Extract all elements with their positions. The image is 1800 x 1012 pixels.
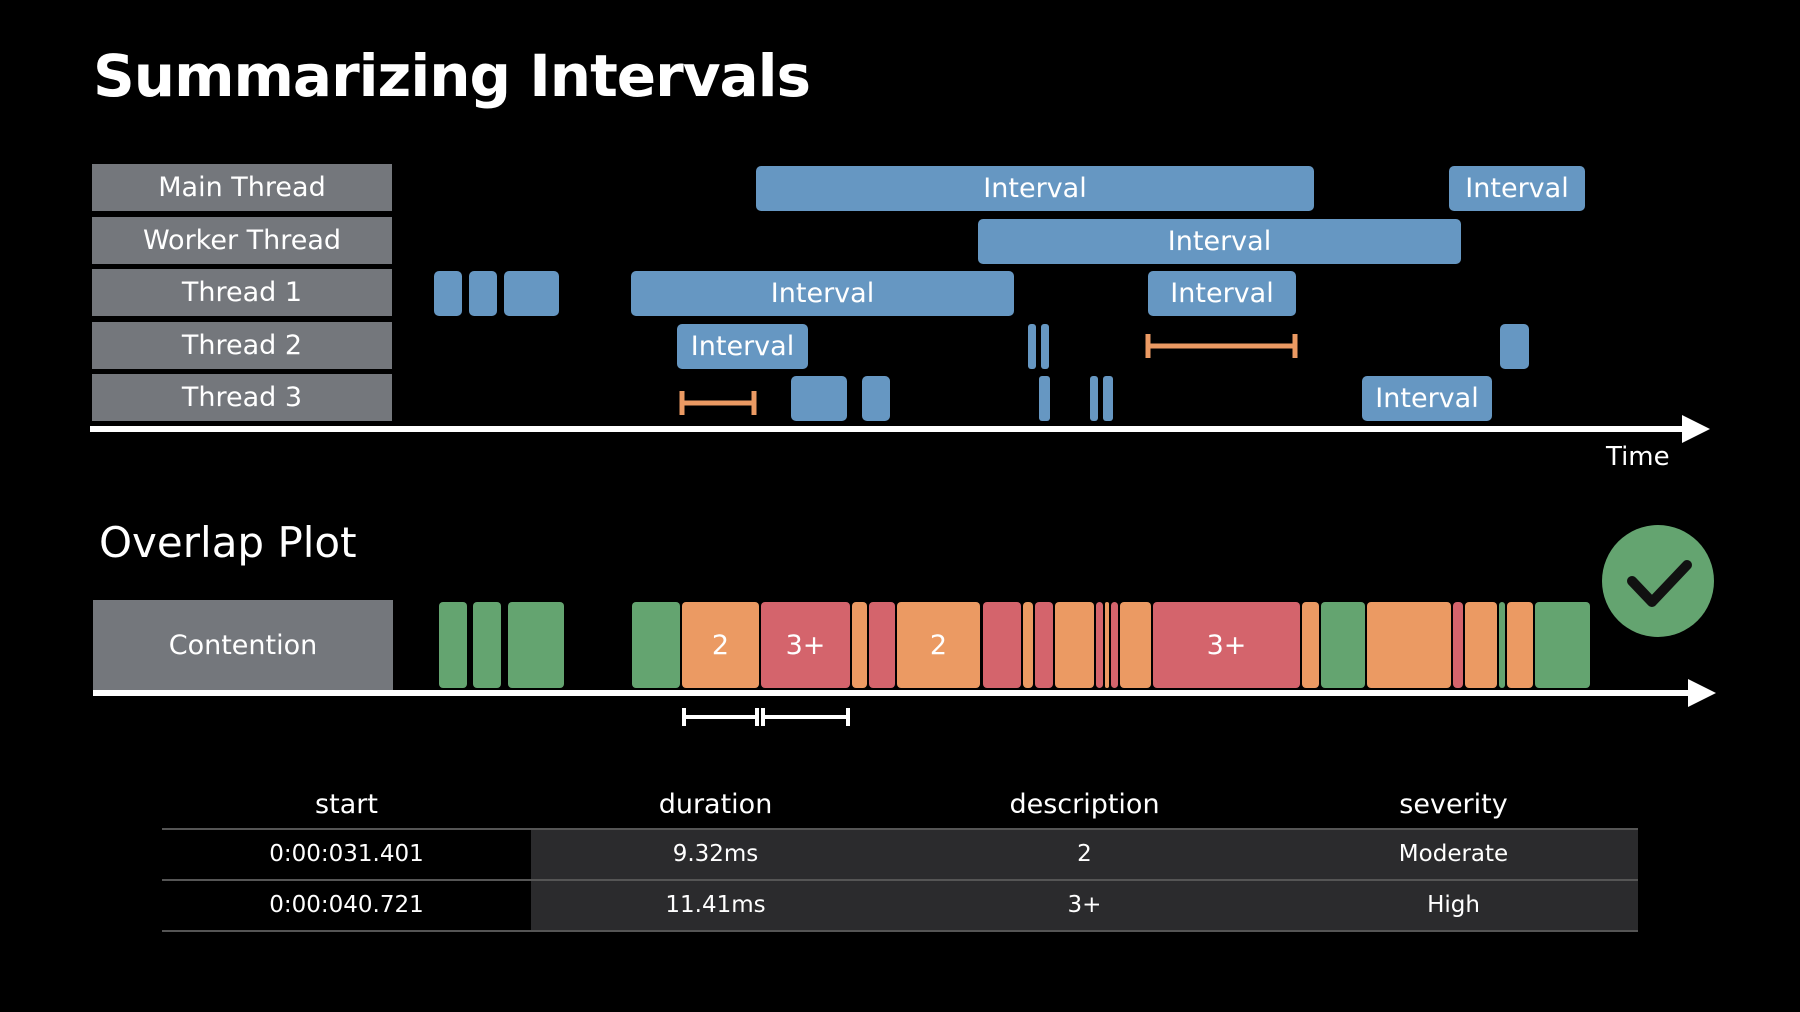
table-row: 0:00:031.401 9.32ms 2 Moderate <box>162 830 1638 881</box>
span-marker-thread-2 <box>1145 334 1298 358</box>
lane-label-thread-1: Thread 1 <box>92 269 392 316</box>
overlap-segment <box>1096 602 1103 688</box>
interval-bar: Interval <box>1362 376 1492 421</box>
interval-bar: Interval <box>978 219 1461 264</box>
overlap-segment: 3+ <box>761 602 850 688</box>
cell-description: 3+ <box>900 881 1269 930</box>
cell-duration: 9.32ms <box>531 830 900 879</box>
column-header-start: start <box>315 789 378 820</box>
table-header: start duration description severity <box>162 782 1638 830</box>
overlap-segment <box>1507 602 1533 688</box>
overlap-segment <box>1367 602 1451 688</box>
span-marker-thread-3 <box>679 391 757 415</box>
contention-lane-label: Contention <box>93 600 393 690</box>
table-row: 0:00:040.721 11.41ms 3+ High <box>162 881 1638 932</box>
cell-description: 2 <box>900 830 1269 879</box>
overlap-segment <box>1535 602 1590 688</box>
time-axis <box>90 426 1690 432</box>
overlap-segment <box>983 602 1021 688</box>
time-axis-arrow-icon <box>1682 415 1710 443</box>
overlap-segment: 3+ <box>1153 602 1300 688</box>
overlap-segment <box>869 602 895 688</box>
overlap-segment <box>1111 602 1118 688</box>
lane-label-worker-thread: Worker Thread <box>92 217 392 264</box>
lane-label-thread-3: Thread 3 <box>92 374 392 421</box>
interval-block <box>504 271 559 316</box>
overlap-segment <box>1321 602 1365 688</box>
interval-block <box>1039 376 1050 421</box>
time-axis-label: Time <box>1606 442 1670 472</box>
interval-block <box>1090 376 1098 421</box>
overlap-segment <box>1499 602 1505 688</box>
cell-duration: 11.41ms <box>531 881 900 930</box>
column-header-duration: duration <box>658 789 773 820</box>
interval-bar: Interval <box>677 324 808 369</box>
overlap-segment <box>1105 602 1109 688</box>
check-badge <box>1602 525 1714 637</box>
overlap-segment <box>1465 602 1497 688</box>
interval-bar: Interval <box>1148 271 1296 316</box>
overlap-segment <box>439 602 467 688</box>
interval-block <box>1028 324 1036 369</box>
overlap-axis-arrow-icon <box>1688 679 1716 707</box>
overlap-segment: 2 <box>682 602 759 688</box>
overlap-segment <box>1120 602 1151 688</box>
interval-block <box>1041 324 1049 369</box>
overlap-segment <box>852 602 867 688</box>
lane-label-thread-2: Thread 2 <box>92 322 392 369</box>
interval-block <box>434 271 462 316</box>
duration-brackets <box>682 708 850 726</box>
column-header-severity: severity <box>1399 789 1508 820</box>
overlap-segment <box>1055 602 1094 688</box>
overlap-segment <box>1453 602 1463 688</box>
overlap-segment <box>508 602 564 688</box>
interval-bar: Interval <box>631 271 1014 316</box>
interval-bar: Interval <box>756 166 1314 211</box>
overlap-segment <box>1302 602 1319 688</box>
cell-severity: High <box>1269 881 1638 930</box>
cell-severity: Moderate <box>1269 830 1638 879</box>
overlap-segment <box>632 602 680 688</box>
interval-block <box>469 271 497 316</box>
overlap-segment <box>1023 602 1033 688</box>
interval-block <box>862 376 890 421</box>
interval-bar: Interval <box>1449 166 1585 211</box>
overlap-segment <box>473 602 501 688</box>
cell-start: 0:00:031.401 <box>269 841 424 867</box>
page-title: Summarizing Intervals <box>93 42 811 110</box>
lane-label-main-thread: Main Thread <box>92 164 392 211</box>
intervals-table: start duration description severity 0:00… <box>162 782 1638 932</box>
overlap-segment: 2 <box>897 602 980 688</box>
column-header-description: description <box>1009 789 1160 820</box>
overlap-axis <box>93 690 1696 696</box>
interval-block <box>1500 324 1529 369</box>
interval-block <box>791 376 847 421</box>
overlap-segment <box>1035 602 1053 688</box>
cell-start: 0:00:040.721 <box>269 892 424 918</box>
check-icon <box>1627 560 1692 607</box>
interval-block <box>1103 376 1113 421</box>
overlap-plot-title: Overlap Plot <box>99 518 357 567</box>
